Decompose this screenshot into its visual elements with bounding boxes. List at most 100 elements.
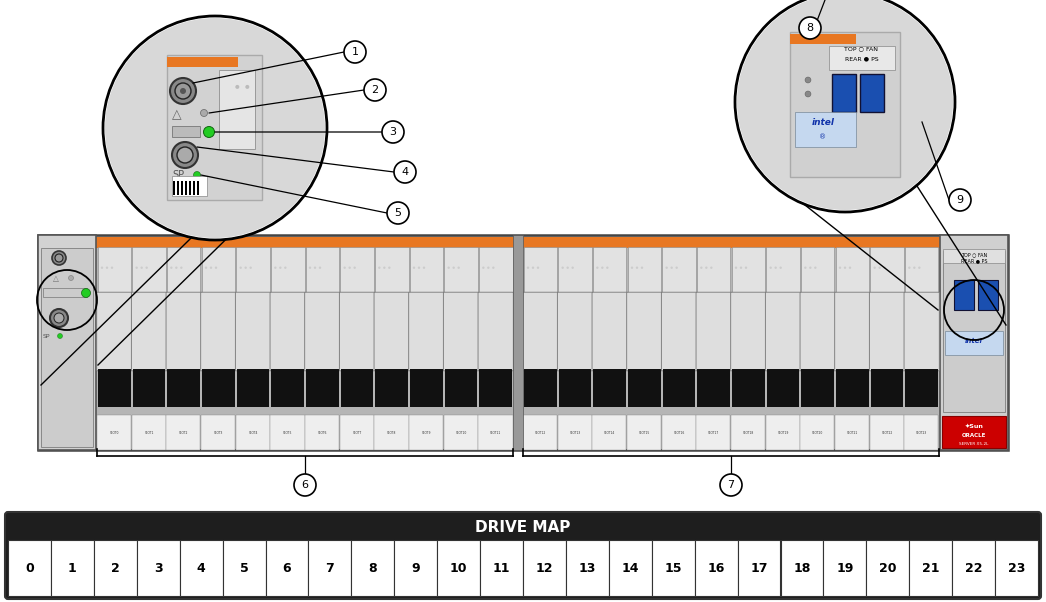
Bar <box>201 415 235 450</box>
Circle shape <box>705 267 707 269</box>
FancyBboxPatch shape <box>661 292 697 371</box>
Circle shape <box>810 267 812 269</box>
Bar <box>790 34 856 44</box>
Bar <box>780 540 823 596</box>
Circle shape <box>537 267 539 269</box>
Text: 1: 1 <box>351 47 359 57</box>
Circle shape <box>294 474 316 496</box>
Bar <box>51 540 94 596</box>
Circle shape <box>82 288 91 297</box>
Bar <box>940 235 1008 450</box>
Bar <box>828 46 894 70</box>
Bar <box>197 181 199 195</box>
Bar <box>479 369 511 407</box>
Circle shape <box>770 267 772 269</box>
Circle shape <box>700 267 703 269</box>
FancyBboxPatch shape <box>132 292 166 371</box>
Circle shape <box>571 267 574 269</box>
Bar <box>767 369 799 407</box>
Bar <box>166 247 201 293</box>
Circle shape <box>457 267 460 269</box>
Bar <box>270 415 304 450</box>
FancyBboxPatch shape <box>627 292 662 371</box>
Text: SLOT20: SLOT20 <box>812 430 823 435</box>
Circle shape <box>68 276 73 281</box>
Bar <box>870 369 904 407</box>
Bar <box>172 176 207 196</box>
Text: 18: 18 <box>793 562 811 574</box>
Bar <box>180 540 223 596</box>
Circle shape <box>314 267 316 269</box>
Circle shape <box>175 83 191 99</box>
Bar <box>823 540 866 596</box>
Text: 19: 19 <box>836 562 854 574</box>
Circle shape <box>344 41 366 63</box>
FancyBboxPatch shape <box>523 292 558 371</box>
FancyBboxPatch shape <box>96 292 132 371</box>
Text: 5: 5 <box>394 208 402 218</box>
Circle shape <box>103 16 327 240</box>
Bar <box>995 540 1038 596</box>
Bar <box>185 181 187 195</box>
Circle shape <box>745 267 747 269</box>
Bar <box>836 369 868 407</box>
Text: △: △ <box>53 273 59 282</box>
Text: 13: 13 <box>578 562 596 574</box>
Bar <box>194 181 195 195</box>
Circle shape <box>387 202 409 224</box>
Circle shape <box>246 85 249 89</box>
Circle shape <box>805 91 811 97</box>
Text: 3: 3 <box>154 562 162 574</box>
Circle shape <box>309 267 312 269</box>
Circle shape <box>531 267 535 269</box>
Text: SLOT19: SLOT19 <box>777 430 789 435</box>
FancyBboxPatch shape <box>904 292 939 371</box>
Text: 7: 7 <box>727 480 734 490</box>
Bar <box>38 235 1008 450</box>
Bar <box>478 415 513 450</box>
Text: 12: 12 <box>536 562 553 574</box>
Circle shape <box>949 189 971 211</box>
Text: 2: 2 <box>111 562 119 574</box>
Bar <box>695 540 737 596</box>
Text: SLOT1: SLOT1 <box>144 430 154 435</box>
FancyBboxPatch shape <box>270 292 305 371</box>
Text: 10: 10 <box>450 562 468 574</box>
Bar <box>801 247 835 293</box>
Circle shape <box>665 267 667 269</box>
Bar <box>524 369 556 407</box>
Circle shape <box>913 267 915 269</box>
Bar <box>445 247 478 293</box>
Text: SLOT2: SLOT2 <box>179 430 188 435</box>
Text: SP: SP <box>43 334 50 338</box>
Circle shape <box>918 267 920 269</box>
Circle shape <box>735 0 955 212</box>
Bar <box>860 74 884 112</box>
Circle shape <box>606 267 609 269</box>
Text: 16: 16 <box>707 562 725 574</box>
Text: TOP ○ FAN: TOP ○ FAN <box>961 252 987 257</box>
Circle shape <box>249 267 252 269</box>
Text: SLOT7: SLOT7 <box>353 430 362 435</box>
Circle shape <box>194 172 201 179</box>
Bar <box>945 331 1003 355</box>
Circle shape <box>453 267 455 269</box>
FancyBboxPatch shape <box>766 292 800 371</box>
Bar <box>410 369 442 407</box>
Circle shape <box>636 267 638 269</box>
Circle shape <box>805 77 811 83</box>
Bar <box>697 247 730 293</box>
Bar <box>341 369 373 407</box>
Bar <box>795 112 856 147</box>
FancyBboxPatch shape <box>731 292 766 371</box>
Bar <box>627 415 661 450</box>
Circle shape <box>58 334 63 338</box>
Text: REAR ● PS: REAR ● PS <box>960 258 987 263</box>
Bar <box>523 415 558 450</box>
Bar <box>305 415 339 450</box>
Bar <box>870 247 904 293</box>
Circle shape <box>240 267 242 269</box>
Circle shape <box>448 267 450 269</box>
Bar <box>906 369 938 407</box>
Circle shape <box>601 267 604 269</box>
